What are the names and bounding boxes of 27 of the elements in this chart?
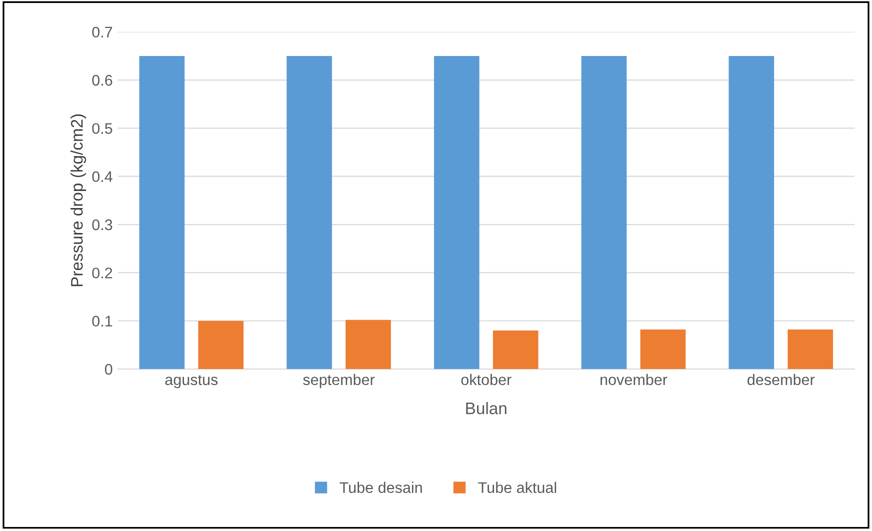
x-axis-title: Bulan (466, 402, 506, 414)
bar (728, 56, 774, 370)
y-axis-title: Pressure drop (kg/cm2) (70, 114, 86, 286)
legend-label: Tube aktual (478, 482, 556, 493)
bar (788, 330, 834, 370)
bar (139, 56, 185, 370)
bar (346, 320, 391, 370)
y-tick-label: 0.7 (92, 26, 112, 38)
bar (640, 330, 686, 370)
y-tick-label: 0.2 (92, 268, 112, 278)
y-tick-label: 0.5 (92, 123, 112, 134)
x-tick-label: desember (748, 374, 815, 386)
y-tick-label: 0 (104, 364, 112, 375)
x-tick-label: september (303, 374, 375, 388)
bar (198, 320, 244, 370)
bar (492, 330, 538, 370)
bar (434, 56, 480, 370)
x-tick-label: oktober (461, 374, 512, 386)
bar (286, 56, 332, 370)
y-tick-label: 0.1 (92, 316, 112, 327)
y-tick-label: 0.3 (92, 219, 112, 230)
x-tick-label: agustus (165, 375, 218, 388)
y-tick-label: 0.4 (92, 171, 112, 182)
legend-label: Tube desain (340, 482, 422, 493)
x-tick-label: november (600, 374, 668, 386)
y-tick-label: 0.6 (92, 74, 112, 86)
bar (581, 56, 627, 370)
